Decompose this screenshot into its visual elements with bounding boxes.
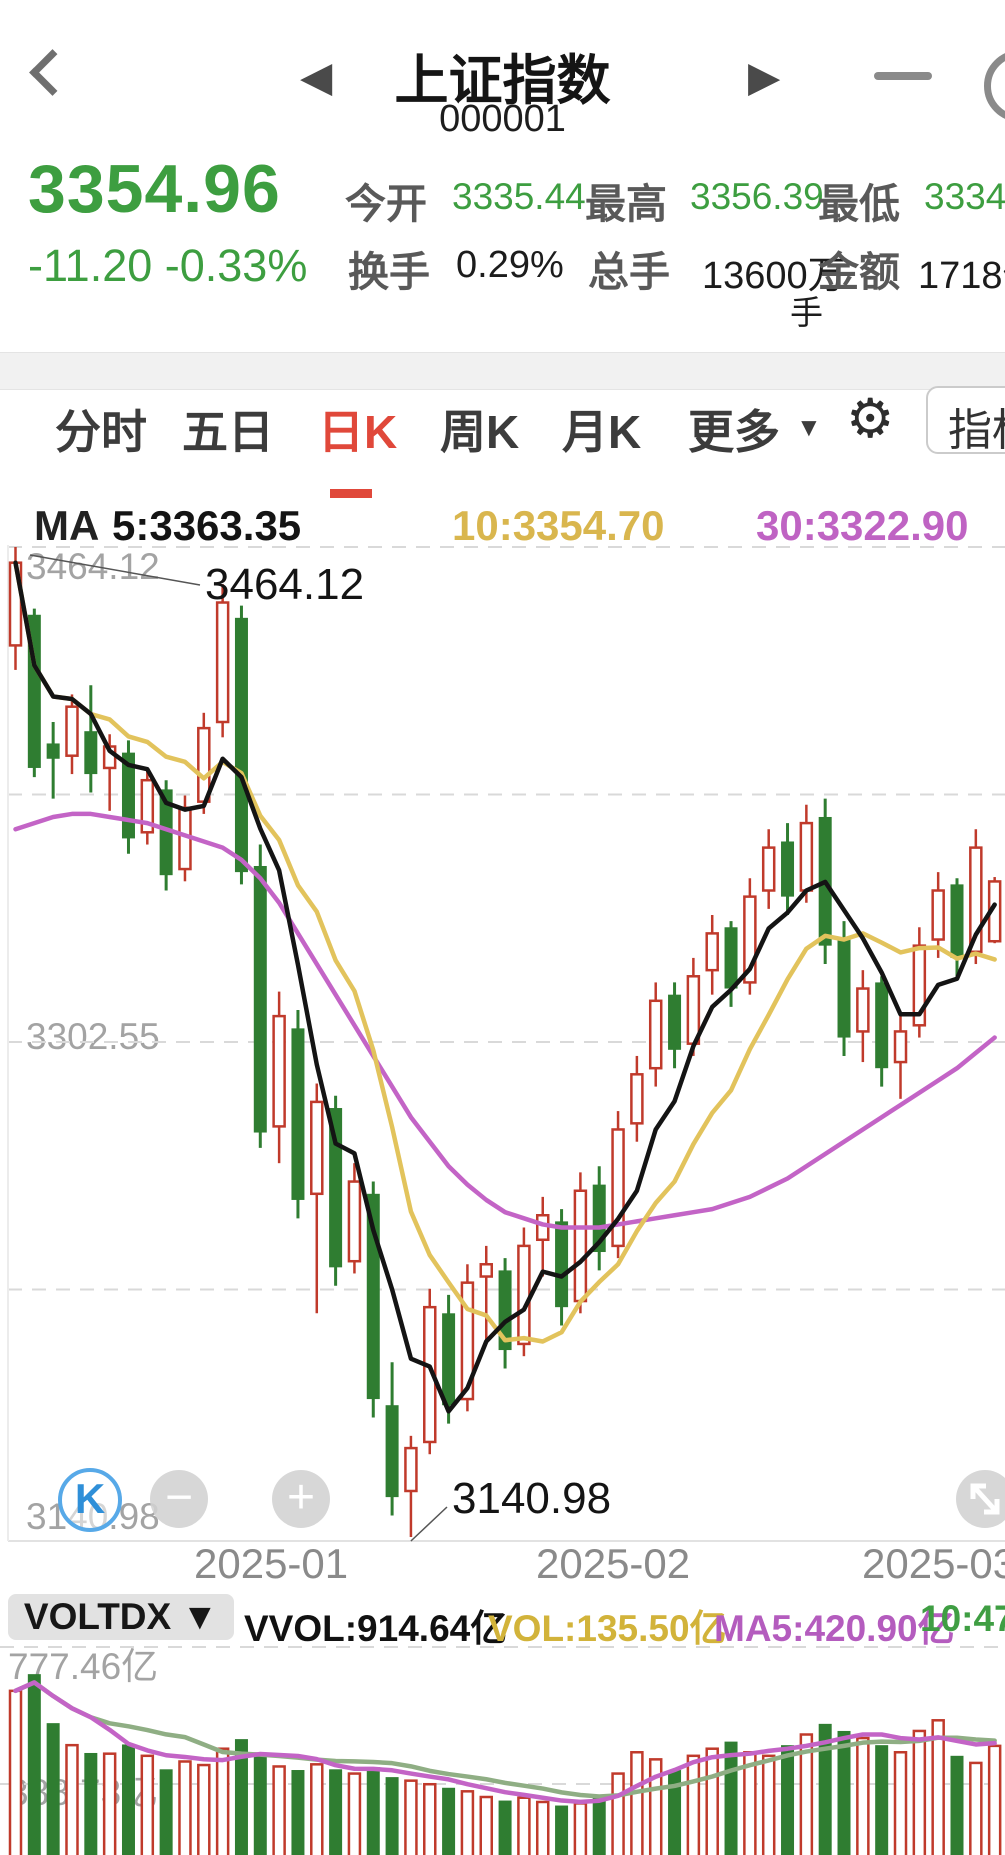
separator-band xyxy=(0,352,1005,390)
kline-logo-button[interactable]: K xyxy=(58,1468,122,1532)
indicator-button[interactable]: 指标 xyxy=(926,386,1005,455)
vvol-legend: VVOL:914.64亿 xyxy=(244,1608,508,1649)
candlestick-chart[interactable] xyxy=(0,545,1005,1545)
low-value: 3334.8 xyxy=(924,176,1005,217)
indicator-button-label: 指标 xyxy=(948,406,1005,455)
ma5-legend: 5:3363.35 xyxy=(112,502,302,549)
last-price: 3354.96 xyxy=(28,151,281,227)
tab-weekly-k[interactable]: 周K xyxy=(440,406,520,458)
minimize-icon[interactable] xyxy=(874,72,932,80)
vol-ma10-legend: 10:473.5 xyxy=(920,1598,1005,1639)
x-axis-label-jan: 2025-01 xyxy=(194,1540,349,1587)
zoom-out-button[interactable]: − xyxy=(150,1470,208,1528)
price-change: -11.20 -0.33% xyxy=(28,240,308,291)
chevron-down-icon[interactable]: ▼ xyxy=(796,412,822,442)
search-icon[interactable] xyxy=(984,50,1005,122)
tab-daily-k[interactable]: 日K xyxy=(318,406,398,458)
gear-icon[interactable]: ⚙ xyxy=(846,389,895,449)
page-title: 上证指数 xyxy=(394,51,611,111)
total-lots-label: 总手 xyxy=(588,249,670,295)
high-label: 最高 xyxy=(585,181,667,227)
high-value: 3356.39 xyxy=(690,176,824,217)
vol-legend: VOL:135.50亿 xyxy=(488,1608,727,1649)
low-annotation: 3140.98 xyxy=(452,1474,612,1523)
volume-chart[interactable] xyxy=(0,1645,1005,1855)
stock-code: 000001 xyxy=(439,98,566,140)
tab-minute[interactable]: 分时 xyxy=(55,406,147,458)
amount-value: 1718亿 xyxy=(918,255,1005,297)
turnover-label: 换手 xyxy=(348,249,430,295)
open-value: 3335.44 xyxy=(452,176,586,217)
tab-five-day[interactable]: 五日 xyxy=(182,406,274,458)
turnover-value: 0.29% xyxy=(456,244,564,286)
low-label: 最低 xyxy=(818,181,900,227)
ma10-legend: 10:3354.70 xyxy=(452,502,665,549)
zoom-in-button[interactable]: + xyxy=(272,1470,330,1528)
tab-more[interactable]: 更多 xyxy=(688,406,780,458)
prev-stock-icon[interactable]: ◀ xyxy=(300,53,333,100)
high-annotation: 3464.12 xyxy=(205,560,365,609)
volume-indicator-selector[interactable]: VOLTDX ▼ xyxy=(8,1594,234,1640)
y-axis-label-mid: 3302.55 xyxy=(26,1016,160,1057)
ma-legend-prefix: MA xyxy=(34,502,100,549)
total-lots-unit: 手 xyxy=(790,294,823,331)
tab-monthly-k[interactable]: 月K xyxy=(562,406,642,458)
next-stock-icon[interactable]: ▶ xyxy=(748,53,781,100)
amount-label: 金额 xyxy=(818,249,900,295)
ma30-legend: 30:3322.90 xyxy=(756,502,969,549)
vol-ma5-legend: MA5:420.90亿 xyxy=(714,1608,955,1649)
x-axis-label-mar: 2025-03 xyxy=(862,1540,1005,1587)
x-axis-label-feb: 2025-02 xyxy=(536,1540,691,1587)
open-label: 今开 xyxy=(345,181,427,227)
total-lots-value: 13600万 xyxy=(702,255,846,297)
expand-icon[interactable] xyxy=(956,1470,1005,1528)
active-tab-underline xyxy=(330,489,372,498)
